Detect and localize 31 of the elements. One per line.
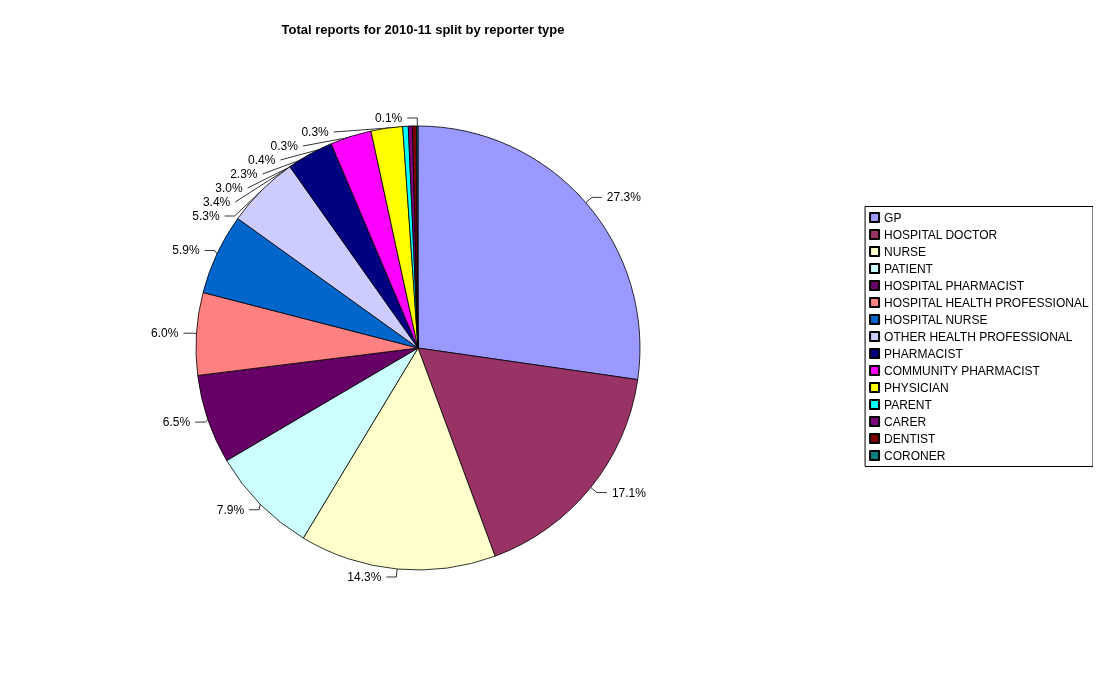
legend-label: PARENT [884, 397, 933, 412]
data-label: 6.5% [162, 415, 191, 430]
legend-label: OTHER HEALTH PROFESSIONAL [884, 329, 1073, 344]
legend-label: NURSE [884, 244, 927, 259]
data-label: 7.9% [216, 502, 245, 517]
data-label: 27.3% [606, 190, 642, 205]
data-label: 3.0% [215, 181, 244, 195]
legend-label: PATIENT [884, 261, 934, 276]
data-label: 14.3% [347, 569, 382, 584]
data-label: 3.4% [202, 195, 231, 209]
legend-label: CARER [884, 414, 927, 429]
data-label: 0.3% [301, 125, 330, 139]
data-label: 0.1% [374, 111, 403, 125]
data-label: 0.3% [270, 139, 299, 153]
legend-label: COMMUNITY PHARMACIST [884, 363, 1041, 378]
data-label: 5.3% [192, 209, 220, 223]
data-label: 5.9% [172, 243, 200, 258]
chart-title: Total reports for 2010-11 split by reporter type [281, 22, 565, 37]
legend-label: DENTIST [884, 431, 937, 446]
legend-label: PHARMACIST [884, 346, 964, 361]
legend-label: HOSPITAL PHARMACIST [884, 278, 1025, 293]
legend-label: GP [884, 210, 902, 225]
legend-label: HOSPITAL NURSE [884, 312, 988, 327]
legend-label: CORONER [884, 448, 946, 463]
data-label: 2.3% [230, 167, 258, 181]
data-label: 17.1% [611, 485, 647, 500]
legend-label: HOSPITAL HEALTH PROFESSIONAL [884, 295, 1089, 310]
legend-label: PHYSICIAN [884, 380, 949, 395]
data-label: 6.0% [151, 326, 179, 341]
legend-label: HOSPITAL DOCTOR [884, 227, 998, 242]
data-label: 0.4% [248, 153, 276, 167]
